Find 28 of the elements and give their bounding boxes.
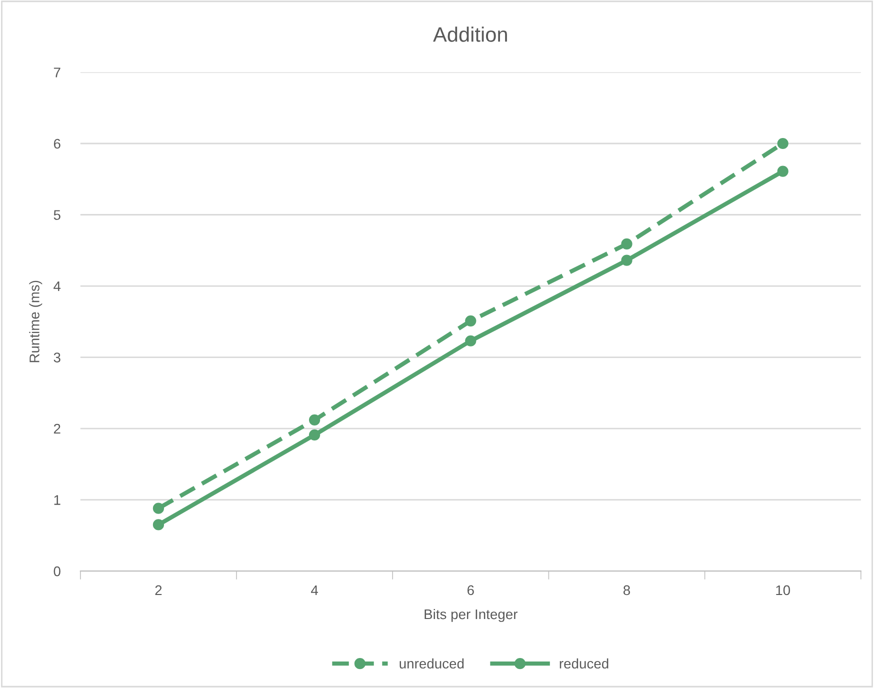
point xyxy=(152,519,164,530)
point xyxy=(152,502,164,514)
y-tick-label: 1 xyxy=(54,495,60,505)
legend-label: reduced xyxy=(560,658,608,669)
y-tick-label: 6 xyxy=(54,138,60,149)
x-tick-label: 4 xyxy=(311,585,318,595)
point xyxy=(465,335,476,346)
y-axis-title: Runtime (ms) xyxy=(29,280,42,362)
y-tick-label: 0 xyxy=(54,566,60,576)
chart-title: Addition xyxy=(433,26,507,42)
point xyxy=(465,315,476,326)
legend-label: unreduced xyxy=(400,658,464,669)
point xyxy=(777,166,788,177)
y-tick-label: 2 xyxy=(54,424,60,434)
point xyxy=(308,414,320,426)
x-tick-label: 10 xyxy=(776,585,790,596)
point xyxy=(621,254,632,266)
point xyxy=(621,238,632,250)
x-tick-label: 6 xyxy=(467,585,474,596)
point xyxy=(308,429,320,440)
x-tick-label: 8 xyxy=(623,585,630,596)
x-axis-title: Bits per Integer xyxy=(424,608,518,622)
point xyxy=(777,138,788,150)
y-tick-label: 4 xyxy=(54,281,61,292)
y-tick-label: 7 xyxy=(54,68,60,78)
y-tick-label: 5 xyxy=(54,210,60,220)
x-tick-label: 2 xyxy=(155,585,162,595)
y-tick-label: 3 xyxy=(54,352,60,362)
